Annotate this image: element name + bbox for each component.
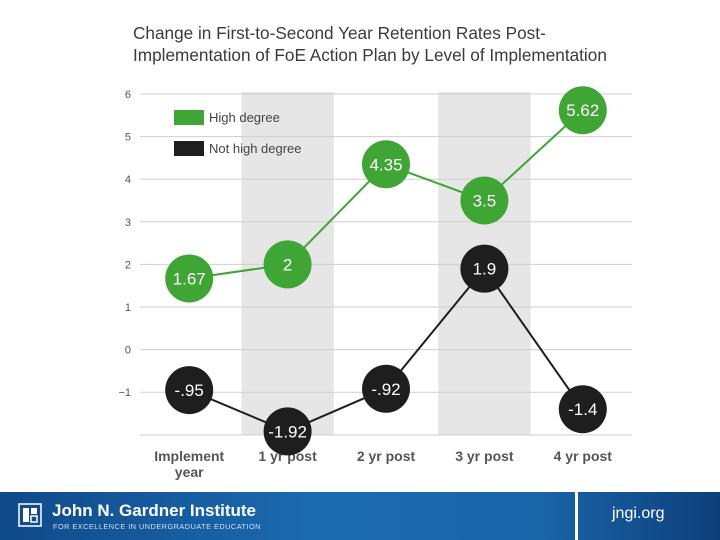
y-tick-label: 1 bbox=[125, 302, 131, 314]
data-label: 3.5 bbox=[473, 192, 497, 211]
chart-title-line-2: Implementation of FoE Action Plan by Lev… bbox=[133, 45, 607, 65]
institute-logo-icon bbox=[18, 503, 42, 527]
data-label: -1.4 bbox=[568, 400, 597, 419]
footer-banner: John N. Gardner Institute FOR EXCELLENCE… bbox=[0, 492, 720, 540]
website-link[interactable]: jngi.org bbox=[612, 505, 665, 522]
data-label: 1.67 bbox=[173, 269, 206, 288]
y-tick-label: 4 bbox=[125, 174, 131, 186]
data-label: 1.9 bbox=[473, 260, 497, 279]
org-name: John N. Gardner Institute bbox=[52, 501, 257, 520]
data-label: -.92 bbox=[371, 380, 400, 399]
data-point bbox=[362, 364, 410, 413]
org-tagline: FOR EXCELLENCE IN UNDERGRADUATE EDUCATIO… bbox=[53, 522, 261, 531]
data-label: -.95 bbox=[175, 381, 204, 400]
x-tick-label: 2 yr post bbox=[357, 448, 416, 464]
legend-swatch bbox=[174, 141, 204, 156]
y-tick-label: 3 bbox=[125, 217, 131, 229]
chart-title: Change in First-to-Second Year Retention… bbox=[133, 22, 693, 66]
data-point bbox=[165, 254, 214, 303]
legend-label: High degree bbox=[209, 110, 280, 125]
data-point bbox=[460, 244, 509, 293]
y-tick-label: 2 bbox=[125, 259, 131, 271]
y-tick-label: −1 bbox=[118, 387, 131, 399]
legend-swatch bbox=[174, 110, 204, 125]
data-label: 5.62 bbox=[566, 101, 599, 120]
y-tick-label: 6 bbox=[125, 89, 131, 101]
y-tick-label: 5 bbox=[125, 132, 131, 144]
data-label: 2 bbox=[283, 255, 292, 274]
footer-divider bbox=[575, 492, 578, 540]
data-point bbox=[165, 366, 214, 415]
y-tick-label: 0 bbox=[125, 345, 131, 357]
data-label: 4.35 bbox=[369, 155, 402, 174]
data-point bbox=[558, 86, 607, 135]
legend-label: Not high degree bbox=[209, 141, 302, 156]
x-tick-label: 4 yr post bbox=[554, 448, 613, 464]
data-point bbox=[460, 176, 509, 225]
chart-title-line-1: Change in First-to-Second Year Retention… bbox=[133, 23, 546, 43]
x-tick-label: Implement bbox=[154, 448, 224, 464]
data-point bbox=[263, 407, 312, 456]
x-tick-label: 3 yr post bbox=[455, 448, 514, 464]
data-point bbox=[558, 385, 607, 434]
x-tick-label: 1 yr post bbox=[258, 448, 317, 464]
x-tick-label: year bbox=[175, 464, 204, 480]
data-point bbox=[362, 140, 410, 189]
data-point bbox=[263, 240, 312, 289]
data-label: -1.92 bbox=[268, 422, 307, 441]
